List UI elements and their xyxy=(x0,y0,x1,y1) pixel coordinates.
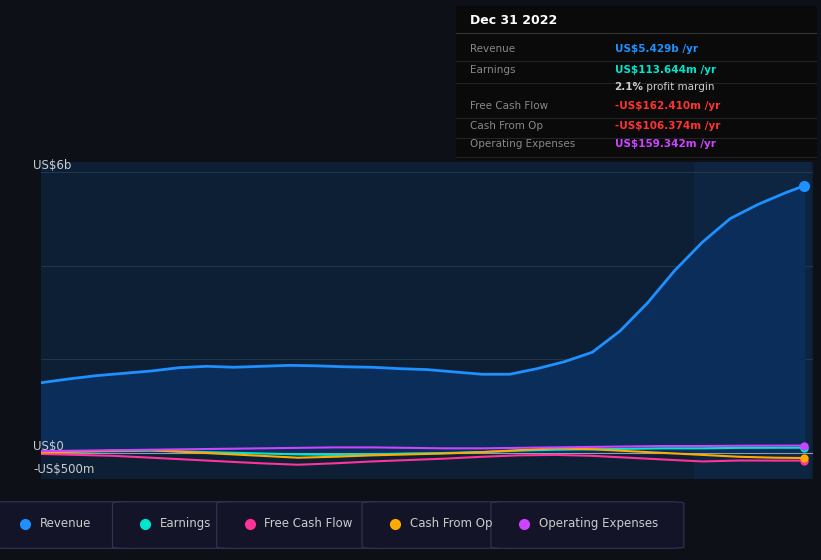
Text: US$5.429b /yr: US$5.429b /yr xyxy=(615,44,698,54)
FancyBboxPatch shape xyxy=(217,502,385,548)
FancyBboxPatch shape xyxy=(112,502,240,548)
Text: -US$500m: -US$500m xyxy=(34,464,94,477)
Text: US$6b: US$6b xyxy=(34,159,71,172)
Text: 2019: 2019 xyxy=(356,498,388,511)
Text: Earnings: Earnings xyxy=(470,66,516,75)
Text: Revenue: Revenue xyxy=(470,44,516,54)
Text: Cash From Op: Cash From Op xyxy=(410,517,492,530)
FancyBboxPatch shape xyxy=(491,502,684,548)
Text: 2.1%: 2.1% xyxy=(615,82,644,92)
Text: Earnings: Earnings xyxy=(160,517,212,530)
Text: Free Cash Flow: Free Cash Flow xyxy=(470,101,548,111)
Text: 2022: 2022 xyxy=(686,498,718,511)
Text: Operating Expenses: Operating Expenses xyxy=(539,517,658,530)
Text: US$113.644m /yr: US$113.644m /yr xyxy=(615,66,716,75)
Text: Revenue: Revenue xyxy=(39,517,91,530)
Text: profit margin: profit margin xyxy=(644,82,715,92)
Text: 2020: 2020 xyxy=(466,498,498,511)
Text: Cash From Op: Cash From Op xyxy=(470,121,544,130)
Text: 2017: 2017 xyxy=(135,498,167,511)
Text: US$0: US$0 xyxy=(34,440,64,453)
Text: -US$106.374m /yr: -US$106.374m /yr xyxy=(615,121,720,130)
Text: 2018: 2018 xyxy=(245,498,277,511)
Text: US$159.342m /yr: US$159.342m /yr xyxy=(615,139,715,149)
Text: Dec 31 2022: Dec 31 2022 xyxy=(470,15,557,27)
Bar xyxy=(694,162,810,479)
FancyBboxPatch shape xyxy=(362,502,514,548)
Text: 2021: 2021 xyxy=(576,498,608,511)
FancyBboxPatch shape xyxy=(0,502,135,548)
Text: -US$162.410m /yr: -US$162.410m /yr xyxy=(615,101,720,111)
Text: Operating Expenses: Operating Expenses xyxy=(470,139,576,149)
Text: Free Cash Flow: Free Cash Flow xyxy=(264,517,353,530)
